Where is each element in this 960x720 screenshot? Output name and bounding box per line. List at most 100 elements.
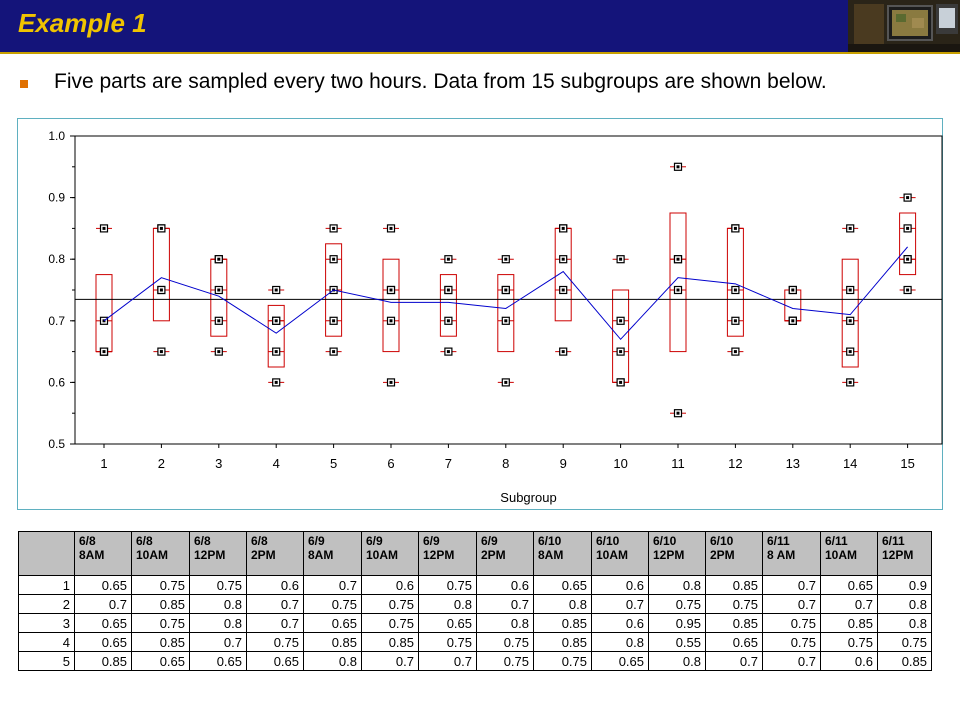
sample-point-center [791,288,795,292]
table-cell: 0.75 [705,594,763,614]
table-cell: 0.7 [418,651,477,671]
table-cell: 0.7 [762,594,821,614]
table-header-cell: 6/11 10AM [820,531,878,576]
sample-point-center [389,319,393,323]
table-cell: 0.7 [303,575,362,595]
sample-point-center [217,350,221,354]
x-tick-label: 15 [900,456,914,471]
table-cell: 0.65 [246,651,304,671]
sample-point-center [733,288,737,292]
table-header-text: 2PM [481,548,506,562]
table-cell: 0.7 [189,632,247,652]
table-cell: 0.8 [533,594,592,614]
y-tick-label: 0.9 [48,191,65,205]
table-header-cell: 6/11 8 AM [762,531,821,576]
sample-point-center [446,319,450,323]
table-cell: 0.6 [591,575,649,595]
table-header-text: 6/8 [136,534,153,548]
table-header-text: 10AM [366,548,399,562]
table-cell: 0.8 [418,594,477,614]
table-cell: 0.7 [476,594,534,614]
table-header-text: 6/8 [251,534,268,548]
table-cell: 0.9 [877,575,932,595]
sample-point-center [561,226,565,230]
table-row: 1 0.65 0.75 0.75 0.6 0.7 0.6 0.75 0.6 0.65 0.6 0.8 0… [18,575,932,595]
sample-point-center [446,350,450,354]
table-corner-cell [18,531,75,576]
chart-canvas: 0.50.60.70.80.91.01 2 3 4 5 6 7 8 9 10 11 12 13 14 15S… [48,129,943,505]
range-box [841,258,859,368]
table-row: 3 0.65 0.75 0.8 0.7 0.65 0.75 0.65 0.8 0.85 0.6 0.9… [18,613,932,633]
table-header-text: 2PM [251,548,276,562]
sample-point-center [446,257,450,261]
sample-point-center [848,226,852,230]
sample-point-center [561,257,565,261]
subgroup-mean-line [103,246,908,341]
table-cell: 0.55 [648,632,706,652]
table-header-text: 6/10 [596,534,620,548]
range-box [899,212,917,276]
table-cell: 0.75 [476,632,534,652]
range-box [497,274,515,353]
sample-point-center [848,350,852,354]
sample-point-center [332,226,336,230]
sample-point-center [848,380,852,384]
range-box [612,289,630,383]
sample-point-center [274,350,278,354]
table-header-text: 12PM [882,548,914,562]
slide-title: Example 1 [18,8,147,38]
sample-point-center [389,380,393,384]
sample-point-center [446,288,450,292]
slide-header: Example 1 [0,0,960,54]
x-tick-label: 11 [671,456,685,471]
table-header-text: 6/10 [653,534,677,548]
x-tick-label: 10 [613,456,627,471]
table-header-cell: 6/9 10AM [361,531,419,576]
table-cell: 0.8 [877,594,932,614]
table-cell: 0.85 [705,613,763,633]
sample-point-center [389,288,393,292]
table-cell: 0.85 [74,651,132,671]
table-cell: 0.7 [820,594,878,614]
sample-point-center [676,288,680,292]
table-row: 5 0.85 0.65 0.65 0.65 0.8 0.7 0.7 0.75 0.75 0.65 0.… [18,651,932,671]
sample-point-center [504,319,508,323]
table-cell: 0.85 [877,651,932,671]
table-cell: 0.85 [361,632,419,652]
table-header-cell: 6/8 2PM [246,531,304,576]
table-header-text: 12PM [423,548,455,562]
sample-point-center [389,226,393,230]
table-header-text: 10AM [825,548,858,562]
table-cell: 0.75 [361,594,419,614]
sample-point-center [848,319,852,323]
sample-point-center [619,319,623,323]
subgroup-data-table: 6/8 8AM 6/8 10AM 6/8 12PM 6/8 2PM 6/9 8AM 6/9 10AM 6… [18,531,932,671]
sample-point-center [791,319,795,323]
table-cell: 0.75 [418,575,477,595]
sample-point-center [274,380,278,384]
table-row-label: 2 [18,594,75,614]
y-tick-label: 1.0 [48,129,65,143]
table-header-text: 8AM [308,548,334,562]
sample-point-center [906,288,910,292]
table-cell: 0.75 [648,594,706,614]
table-row-label: 4 [18,632,75,652]
x-tick-label: 13 [786,456,800,471]
table-cell: 0.85 [533,613,592,633]
x-tick-label: 9 [560,456,567,471]
range-box [95,274,113,353]
table-cell: 0.7 [246,594,304,614]
table-cell: 0.6 [820,651,878,671]
table-row-label: 5 [18,651,75,671]
table-cell: 0.7 [705,651,763,671]
table-cell: 0.7 [762,651,821,671]
table-cell: 0.8 [648,651,706,671]
table-cell: 0.75 [131,613,190,633]
table-cell: 0.7 [762,575,821,595]
table-header-cell: 6/8 10AM [131,531,190,576]
sample-point-center [274,288,278,292]
table-cell: 0.65 [74,575,132,595]
table-header-text: 12PM [653,548,685,562]
table-row-label: 1 [18,575,75,595]
table-cell: 0.95 [648,613,706,633]
